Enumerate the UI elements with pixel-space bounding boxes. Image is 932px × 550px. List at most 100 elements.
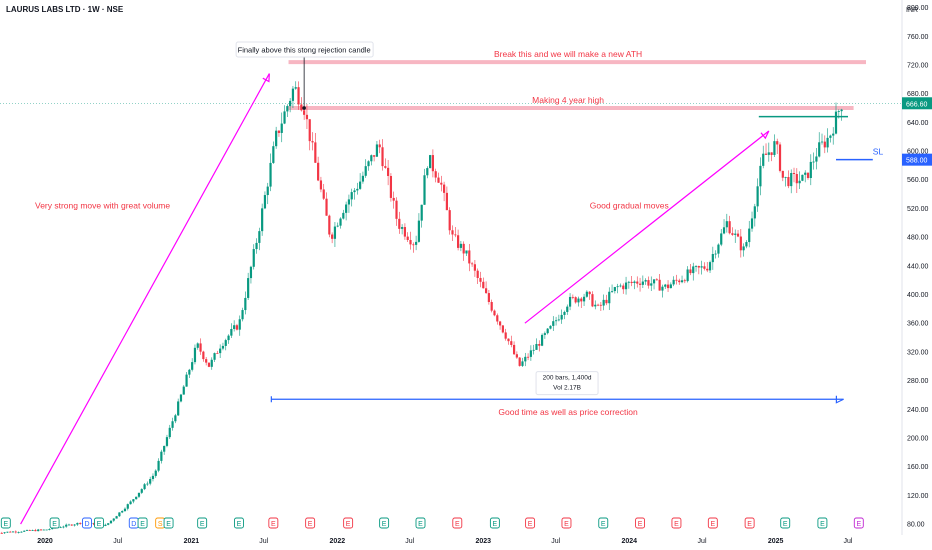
candle-body (9, 531, 12, 533)
sl-price-text: 588.00 (906, 158, 928, 165)
event-marker-letter: E (638, 521, 643, 528)
candle-body (487, 293, 490, 302)
event-marker (780, 517, 791, 529)
symbol-title: LAURUS LABS LTD · 1W · NSE (6, 5, 124, 14)
candle-body (664, 284, 667, 287)
candle-body (185, 374, 188, 387)
event-marker-letter: D (131, 521, 136, 528)
candle-body (123, 508, 127, 512)
candle-body (636, 281, 639, 284)
event-marker-letter: E (237, 521, 242, 528)
candle-body (753, 206, 756, 219)
candle-body (115, 516, 118, 519)
candle-body (109, 520, 113, 524)
candle-body (711, 254, 714, 263)
event-marker-letter: E (493, 521, 498, 528)
candle-body (272, 146, 275, 163)
candle-body (577, 298, 580, 303)
candle-body (179, 394, 183, 402)
candle-body (140, 489, 143, 493)
candle-body (602, 299, 605, 306)
candle-body (834, 111, 838, 134)
candle-body (213, 353, 216, 360)
candle-body (683, 280, 686, 282)
candle-body (112, 518, 115, 521)
event-marker (82, 517, 92, 529)
candle-body (244, 297, 247, 311)
event-marker (671, 517, 682, 529)
label-time-price-correction: Good time as well as price correction (498, 407, 638, 417)
candle-body (107, 523, 110, 525)
event-marker (163, 517, 174, 529)
candle-body (37, 529, 40, 532)
event-marker-letter: E (455, 521, 460, 528)
candle-body (510, 341, 513, 345)
candle-body (529, 350, 532, 357)
candle-body (143, 484, 146, 490)
candle-body (73, 524, 76, 526)
candle-body (563, 311, 566, 315)
candle-body (692, 266, 695, 274)
candle-body (353, 190, 356, 193)
event-marker (744, 517, 755, 529)
label-four-year-high: Making 4 year high (532, 95, 604, 105)
candle-body (6, 531, 9, 533)
candle-body (378, 144, 381, 148)
candle-body (221, 345, 225, 349)
candle-body (706, 268, 709, 271)
candle-body (739, 236, 742, 251)
event-marker-letter: E (52, 521, 57, 528)
candle-body (367, 161, 370, 167)
candle-body (448, 210, 451, 231)
candle-body (325, 198, 328, 216)
candle-body (333, 226, 337, 239)
candle-body (680, 280, 684, 283)
candle-body (48, 529, 51, 530)
candle-body (286, 106, 289, 112)
candle-body (3, 532, 6, 534)
candle-body (23, 530, 26, 532)
label-gradual-moves: Good gradual moves (590, 200, 669, 210)
candle-body (14, 531, 17, 533)
candle-body (610, 291, 614, 292)
candle-body (297, 87, 300, 105)
arrow-strong-move-head (262, 73, 270, 83)
candle-body (837, 111, 840, 112)
y-tick-label: 640.00 (907, 120, 929, 127)
range-box-bars: 200 bars, 1,400d (543, 375, 592, 382)
candle-body (429, 155, 432, 169)
candle-body (840, 109, 843, 112)
event-marker (561, 517, 572, 529)
candle-body (255, 242, 258, 250)
candle-body (812, 161, 815, 163)
candle-body (787, 176, 790, 187)
event-marker (305, 517, 316, 529)
candle-body (126, 504, 129, 509)
callout-text: Finally above this stong rejection candl… (238, 46, 371, 55)
candle-body (174, 415, 177, 422)
event-marker-letter: E (200, 521, 205, 528)
y-tick-label: 320.00 (907, 349, 929, 356)
event-marker (268, 517, 279, 529)
x-tick-label: 2023 (476, 538, 492, 545)
candle-body (375, 144, 379, 157)
candle-body (17, 532, 20, 533)
candle-body (70, 524, 73, 526)
x-tick-label: Jul (698, 538, 707, 545)
candle-body (498, 321, 502, 326)
candle-body (34, 530, 37, 532)
candle-body (546, 328, 549, 334)
arrow-gradual-moves-head (760, 130, 770, 140)
x-tick-label: 2020 (37, 538, 53, 545)
range-box (535, 371, 599, 396)
candle-body (249, 266, 253, 279)
event-marker (598, 517, 609, 529)
candle-body (345, 204, 348, 213)
candle-body (543, 333, 546, 335)
y-tick-label: 600.00 (907, 149, 929, 156)
candle-body (252, 249, 255, 267)
candle-body (468, 250, 471, 264)
candle-body (770, 152, 773, 155)
candle-body (303, 110, 306, 115)
